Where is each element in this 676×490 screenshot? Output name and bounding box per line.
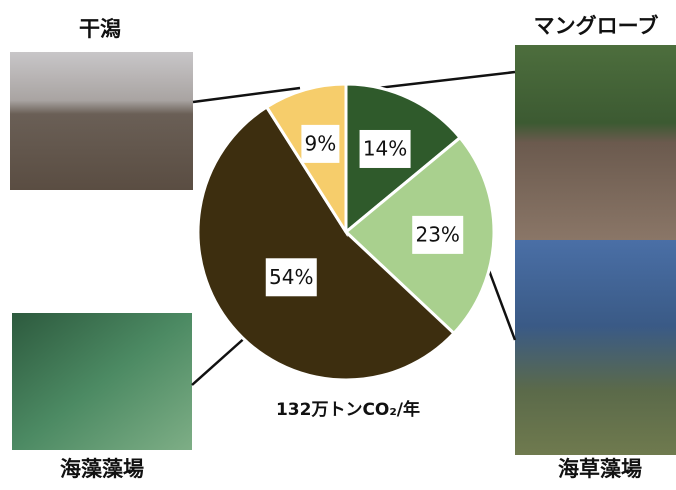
value-label-box: [301, 124, 340, 163]
category-label: 海草藻場: [558, 457, 642, 481]
value-label-box: [412, 215, 464, 254]
value-label-box: [265, 258, 317, 297]
leader-line: [485, 264, 517, 341]
leader-lines: [191, 70, 517, 386]
leader-line: [377, 70, 516, 90]
photo-seagrass: [515, 240, 676, 455]
value-label: 54%: [269, 265, 313, 289]
pie-slice: [196, 104, 457, 382]
category-label: 海藻藻場: [60, 457, 144, 481]
category-label: マングローブ: [534, 14, 659, 38]
leader-line: [191, 334, 249, 386]
category-label: 干潟: [79, 17, 121, 41]
value-label: 23%: [415, 222, 459, 246]
photo-tidal-flat: [10, 52, 193, 190]
value-label: 9%: [305, 131, 337, 155]
photo-seaweed: [12, 313, 192, 450]
value-label: 14%: [363, 136, 407, 160]
pie: 14% 23% 54% 9%: [196, 82, 496, 382]
leader-line: [192, 86, 301, 104]
value-label-box: [359, 129, 411, 168]
caption: 132万トンCO₂/年: [276, 399, 420, 420]
photo-mangrove: [515, 45, 676, 240]
